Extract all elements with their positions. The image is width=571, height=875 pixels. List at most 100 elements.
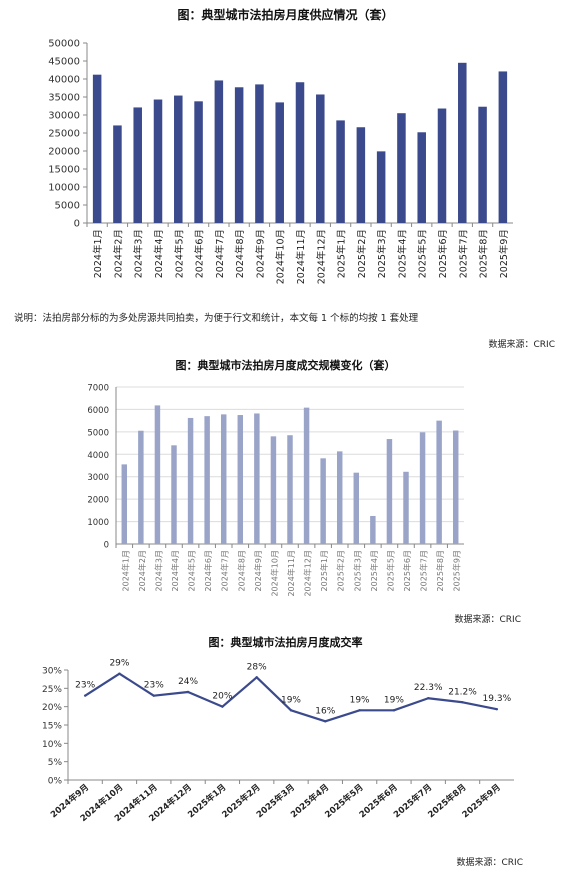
data-label: 21.2% [448, 687, 477, 697]
data-label: 19% [384, 695, 404, 705]
x-tick-label: 2025年8月 [478, 229, 490, 278]
y-tick-label: 5% [48, 758, 63, 768]
x-tick-label: 2025年8月 [435, 550, 445, 591]
bar [356, 127, 366, 223]
data-point [289, 709, 293, 712]
x-tick-label: 2024年1月 [92, 229, 104, 278]
bar [153, 99, 163, 223]
x-tick-label: 2024年9月 [253, 550, 263, 591]
y-tick-label: 35000 [48, 93, 80, 104]
x-tick-label: 2024年5月 [187, 550, 197, 591]
x-tick-label: 2025年2月 [356, 229, 368, 278]
bar [138, 430, 144, 544]
data-point [83, 694, 87, 697]
data-point [495, 708, 499, 711]
x-tick-label: 2024年1月 [120, 550, 130, 591]
y-tick-label: 20% [42, 703, 62, 713]
x-tick-label: 2024年7月 [214, 229, 226, 278]
bar [336, 451, 343, 544]
data-point [392, 709, 396, 712]
bar [370, 515, 376, 544]
y-tick-label: 7000 [87, 384, 109, 394]
bar [133, 107, 142, 223]
bar [275, 102, 284, 223]
y-tick-label: 25% [42, 685, 62, 695]
bar [498, 71, 508, 223]
rate-chart-plot: 0%5%10%15%20%25%30%23%2024年9月29%2024年10月… [42, 659, 514, 824]
y-tick-label: 25000 [48, 129, 80, 140]
y-tick-label: 20000 [48, 147, 80, 158]
bar [121, 464, 128, 544]
data-point [358, 709, 361, 712]
x-tick-label: 2024年9月 [254, 229, 266, 278]
x-tick-label: 2025年9月 [498, 229, 510, 278]
x-tick-label: 2025年6月 [437, 229, 449, 278]
y-tick-label: 0 [104, 541, 109, 551]
data-point [221, 705, 224, 708]
bar [255, 84, 264, 224]
data-point [152, 694, 155, 697]
transaction-chart-source: 数据来源：CRIC [454, 615, 521, 625]
x-tick-label: 2025年1月 [319, 550, 329, 591]
x-tick-label: 2024年11月 [295, 229, 307, 284]
x-tick-label: 2024年10月 [269, 550, 279, 597]
bar [154, 405, 161, 544]
x-tick-label: 2024年3月 [153, 550, 163, 591]
bar [194, 101, 203, 223]
x-tick-label: 2024年12月 [315, 229, 327, 284]
data-point [461, 701, 464, 704]
bar [220, 414, 227, 544]
bar [458, 62, 467, 223]
data-point [118, 672, 121, 675]
data-label: 19.3% [483, 694, 512, 704]
supply-chart-source: 数据来源：CRIC [488, 340, 555, 350]
bar [376, 151, 386, 223]
x-tick-label: 2025年5月 [417, 229, 429, 278]
x-tick-label: 2025年4月 [396, 229, 408, 278]
rate-chart-title: 图：典型城市法拍房月度成交率 [208, 636, 363, 649]
y-tick-label: 6000 [87, 406, 109, 416]
rate-chart: 图：典型城市法拍房月度成交率 0% 5% 10% 15% 20% 25% 30% 23% 202… [0, 628, 571, 875]
bar [403, 471, 409, 544]
supply-chart-title: 图：典型城市法拍房月度供应情况（套） [177, 8, 394, 22]
x-tick-label: 2024年6月 [194, 229, 206, 278]
bar [234, 87, 244, 223]
y-tick-label: 45000 [48, 57, 80, 68]
bar [287, 435, 293, 544]
x-tick-label: 2024年4月 [153, 229, 165, 278]
data-label: 29% [109, 659, 129, 669]
transaction-chart: 图：典型城市法拍房月度成交规模变化（套） 0 1000 2000 3000 4000 50… [0, 350, 571, 630]
bar [204, 416, 210, 544]
y-tick-label: 15000 [48, 165, 80, 176]
bar [254, 413, 260, 544]
x-tick-label: 2025年9月 [452, 550, 462, 591]
rate-chart-source: 数据来源：CRIC [456, 858, 523, 868]
y-tick-label: 3000 [87, 473, 109, 483]
data-point [255, 676, 258, 679]
y-tick-label: 2000 [87, 496, 109, 506]
x-tick-label: 2025年7月 [419, 550, 429, 591]
bar [295, 82, 305, 224]
y-tick-label: 5000 [87, 428, 109, 438]
bar [92, 74, 102, 224]
x-tick-label: 2024年4月 [170, 550, 180, 591]
bar [437, 108, 447, 223]
y-tick-label: 30% [42, 667, 62, 677]
footnote: 说明：法拍房部分标的为多处房源共同拍卖，为便于行文和统计，本文每 1 个标的均按… [14, 313, 419, 324]
transaction-chart-plot: 0 1000 2000 3000 4000 5000 6000 7000 2024年1月 2024… [87, 384, 464, 597]
data-label: 23% [75, 681, 95, 691]
bar [336, 120, 345, 223]
y-tick-label: 50000 [48, 39, 80, 50]
bar [187, 417, 194, 544]
bar [478, 106, 487, 223]
y-tick-label: 40000 [48, 75, 80, 86]
x-tick-label: 2025年4月 [369, 550, 379, 591]
supply-chart: 图：典型城市法拍房月度供应情况（套） 0 5000 10000 15000 20000 2… [0, 0, 571, 300]
bar [419, 432, 426, 544]
x-tick-label: 2025年3月 [352, 550, 362, 591]
y-tick-label: 15% [42, 722, 62, 732]
x-tick-label: 2024年2月 [112, 229, 124, 278]
bar [397, 113, 406, 223]
bar [436, 420, 442, 544]
data-label: 23% [144, 681, 164, 691]
